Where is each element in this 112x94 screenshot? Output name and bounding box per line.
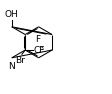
- Text: CF: CF: [33, 46, 45, 55]
- Text: Br: Br: [14, 56, 24, 65]
- Text: F: F: [35, 35, 40, 44]
- Text: 3: 3: [40, 46, 44, 51]
- Text: OH: OH: [5, 10, 18, 19]
- Text: N: N: [8, 62, 15, 71]
